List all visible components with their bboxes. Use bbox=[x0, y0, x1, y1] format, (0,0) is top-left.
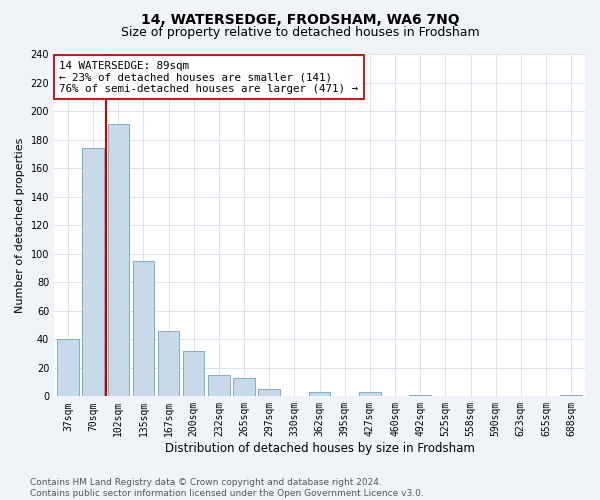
Bar bbox=[259, 389, 280, 396]
Bar bbox=[208, 375, 230, 396]
Text: Contains HM Land Registry data © Crown copyright and database right 2024.
Contai: Contains HM Land Registry data © Crown c… bbox=[30, 478, 424, 498]
Bar bbox=[309, 392, 330, 396]
Text: 14 WATERSEDGE: 89sqm
← 23% of detached houses are smaller (141)
76% of semi-deta: 14 WATERSEDGE: 89sqm ← 23% of detached h… bbox=[59, 61, 358, 94]
Bar bbox=[233, 378, 255, 396]
Bar bbox=[57, 340, 79, 396]
Text: Size of property relative to detached houses in Frodsham: Size of property relative to detached ho… bbox=[121, 26, 479, 39]
Bar bbox=[183, 350, 205, 397]
X-axis label: Distribution of detached houses by size in Frodsham: Distribution of detached houses by size … bbox=[164, 442, 475, 455]
Y-axis label: Number of detached properties: Number of detached properties bbox=[15, 138, 25, 313]
Bar bbox=[409, 395, 431, 396]
Bar bbox=[158, 330, 179, 396]
Bar bbox=[107, 124, 129, 396]
Bar bbox=[82, 148, 104, 396]
Bar bbox=[359, 392, 380, 396]
Text: 14, WATERSEDGE, FRODSHAM, WA6 7NQ: 14, WATERSEDGE, FRODSHAM, WA6 7NQ bbox=[140, 12, 460, 26]
Bar bbox=[560, 395, 582, 396]
Bar bbox=[133, 261, 154, 396]
